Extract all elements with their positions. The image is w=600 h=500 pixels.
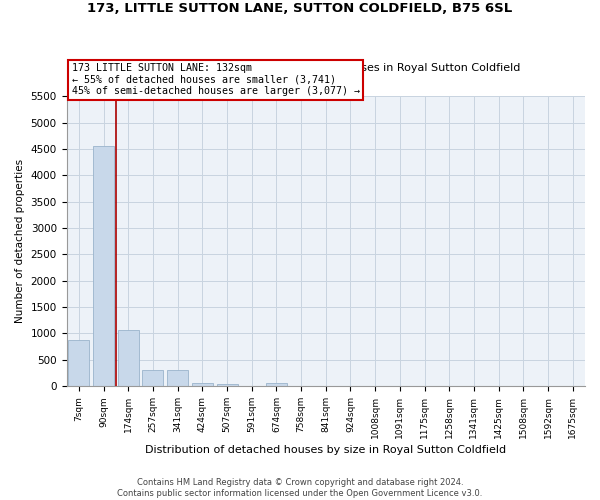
Bar — [142, 370, 163, 386]
Text: Contains HM Land Registry data © Crown copyright and database right 2024.
Contai: Contains HM Land Registry data © Crown c… — [118, 478, 482, 498]
Bar — [266, 384, 287, 386]
Text: 173 LITTLE SUTTON LANE: 132sqm
← 55% of detached houses are smaller (3,741)
45% : 173 LITTLE SUTTON LANE: 132sqm ← 55% of … — [72, 63, 360, 96]
Bar — [217, 384, 238, 386]
Y-axis label: Number of detached properties: Number of detached properties — [15, 159, 25, 324]
X-axis label: Distribution of detached houses by size in Royal Sutton Coldfield: Distribution of detached houses by size … — [145, 445, 506, 455]
Bar — [93, 146, 114, 386]
Bar — [118, 330, 139, 386]
Title: Size of property relative to detached houses in Royal Sutton Coldfield: Size of property relative to detached ho… — [131, 63, 520, 73]
Bar — [167, 370, 188, 386]
Bar — [68, 340, 89, 386]
Bar — [192, 383, 213, 386]
Text: 173, LITTLE SUTTON LANE, SUTTON COLDFIELD, B75 6SL: 173, LITTLE SUTTON LANE, SUTTON COLDFIEL… — [88, 2, 512, 16]
